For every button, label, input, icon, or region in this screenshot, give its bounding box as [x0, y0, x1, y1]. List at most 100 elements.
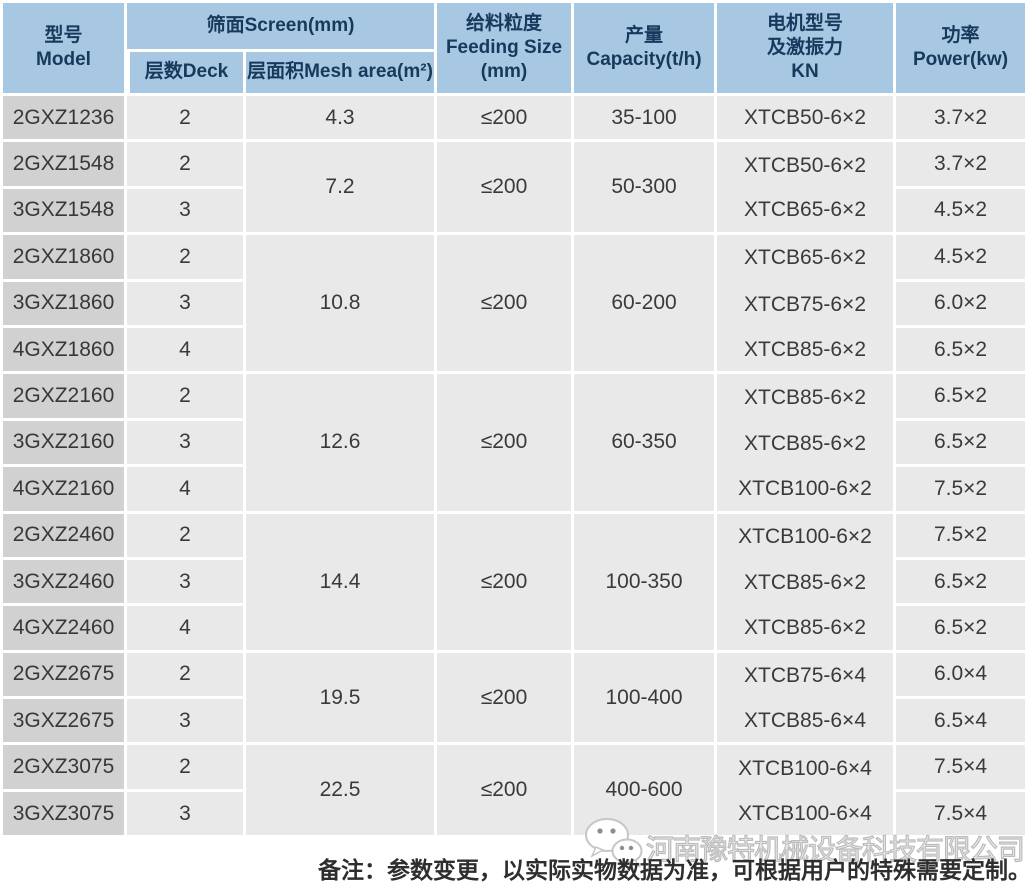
table-row: 2GXZ3075 2 22.5 ≤200 400-600 XTCB100-6×4 7.5×4 [0, 745, 1028, 839]
table-row: 2GXZ2460 2 14.4 ≤200 100-350 XTCB100-6×2 7.5×2 [0, 513, 1028, 653]
power-cell: 6.0×2 [896, 281, 1028, 328]
deck-cell: 3 [127, 559, 246, 607]
table-row: 3GXZ1548 3 XTCB65-6×2 4.5×2 [0, 188, 1028, 236]
motor-cell: XTCB85-6×2 [717, 559, 897, 607]
deck-cell: 3 [127, 699, 246, 746]
power-cell: 4.5×2 [896, 188, 1028, 236]
table-row: 2GXZ2675 2 19.5 ≤200 100-400 XTCB75-6×4 6.0×4 [0, 652, 1028, 746]
spec-table-header: 型号 Model 筛面Screen(mm) 给料粒度 Feeding Size … [0, 0, 1028, 96]
model-cell: 2GXZ2160 [0, 374, 127, 421]
mesh-area-cell: 7.2 [246, 142, 438, 236]
motor-cell: XTCB85-6×2 [717, 374, 897, 421]
deck-cell: 2 [127, 652, 246, 700]
power-cell: 3.7×2 [896, 142, 1028, 189]
table-row: 4GXZ2160 4 XTCB100-6×2 7.5×2 [0, 467, 1028, 514]
feeding-size-cell: ≤200 [437, 652, 575, 746]
model-cell: 4GXZ1860 [0, 327, 127, 375]
table-row: 3GXZ2160 3 XTCB85-6×2 6.5×2 [0, 420, 1028, 468]
deck-cell: 3 [127, 420, 246, 468]
mesh-area-cell: 12.6 [246, 374, 438, 514]
col-header-capacity: 产量 Capacity(t/h) [574, 0, 718, 96]
deck-cell: 3 [127, 188, 246, 236]
model-cell: 3GXZ3075 [0, 791, 127, 839]
power-cell: 7.5×2 [896, 513, 1028, 560]
motor-cell: XTCB75-6×4 [717, 652, 897, 700]
mesh-area-cell: 14.4 [246, 513, 438, 653]
motor-cell: XTCB100-6×4 [717, 745, 897, 792]
motor-cell: XTCB100-6×2 [717, 513, 897, 560]
power-cell: 6.5×2 [896, 559, 1028, 607]
power-cell: 7.5×4 [896, 791, 1028, 839]
model-cell: 2GXZ3075 [0, 745, 127, 792]
remark-note: 备注：参数变更，以实际实物数据为准，可根据用户的特殊需要定制。 [318, 857, 1028, 883]
feeding-size-cell: ≤200 [437, 142, 575, 236]
mesh-area-cell: 22.5 [246, 745, 438, 839]
table-row: 3GXZ2460 3 XTCB85-6×2 6.5×2 [0, 559, 1028, 607]
deck-cell: 2 [127, 235, 246, 282]
deck-cell: 2 [127, 513, 246, 560]
capacity-cell: 35-100 [574, 96, 718, 143]
table-row: 3GXZ2675 3 XTCB85-6×4 6.5×4 [0, 699, 1028, 746]
deck-cell: 3 [127, 791, 246, 839]
table-row: 2GXZ1236 2 4.3 ≤200 35-100 XTCB50-6×2 3.7×2 [0, 96, 1028, 143]
capacity-cell: 100-400 [574, 652, 718, 746]
col-header-mesh-area: 层面积Mesh area(m²) [246, 52, 438, 96]
deck-cell: 2 [127, 374, 246, 421]
capacity-cell: 60-350 [574, 374, 718, 514]
table-row: 4GXZ2460 4 XTCB85-6×2 6.5×2 [0, 606, 1028, 653]
power-cell: 6.5×2 [896, 606, 1028, 653]
model-cell: 3GXZ2460 [0, 559, 127, 607]
mesh-area-cell: 19.5 [246, 652, 438, 746]
power-cell: 6.5×2 [896, 374, 1028, 421]
mesh-area-cell: 4.3 [246, 96, 438, 143]
power-cell: 6.0×4 [896, 652, 1028, 700]
spec-table-body: 2GXZ1236 2 4.3 ≤200 35-100 XTCB50-6×2 3.7×2 2GX… [0, 96, 1028, 839]
power-cell: 7.5×4 [896, 745, 1028, 792]
capacity-cell: 100-350 [574, 513, 718, 653]
power-cell: 6.5×4 [896, 699, 1028, 746]
capacity-cell: 50-300 [574, 142, 718, 236]
model-cell: 3GXZ2675 [0, 699, 127, 746]
model-cell: 2GXZ1860 [0, 235, 127, 282]
deck-cell: 2 [127, 142, 246, 189]
table-row: 2GXZ1548 2 7.2 ≤200 50-300 XTCB50-6×2 3.7×2 [0, 142, 1028, 236]
power-cell: 6.5×2 [896, 420, 1028, 468]
motor-cell: XTCB75-6×2 [717, 281, 897, 328]
power-cell: 7.5×2 [896, 467, 1028, 514]
feeding-size-cell: ≤200 [437, 96, 575, 143]
motor-cell: XTCB65-6×2 [717, 188, 897, 236]
deck-cell: 2 [127, 96, 246, 143]
model-cell: 3GXZ2160 [0, 420, 127, 468]
col-header-feeding-size: 给料粒度 Feeding Size (mm) [437, 0, 575, 96]
motor-cell: XTCB85-6×2 [717, 606, 897, 653]
model-cell: 3GXZ1548 [0, 188, 127, 236]
model-cell: 2GXZ2460 [0, 513, 127, 560]
mesh-area-cell: 10.8 [246, 235, 438, 375]
motor-cell: XTCB100-6×4 [717, 791, 897, 839]
table-row: 3GXZ1860 3 XTCB75-6×2 6.0×2 [0, 281, 1028, 328]
col-header-screen: 筛面Screen(mm) [127, 0, 438, 52]
feeding-size-cell: ≤200 [437, 745, 575, 839]
motor-cell: XTCB85-6×2 [717, 327, 897, 375]
table-row: 4GXZ1860 4 XTCB85-6×2 6.5×2 [0, 327, 1028, 375]
feeding-size-cell: ≤200 [437, 513, 575, 653]
model-cell: 3GXZ1860 [0, 281, 127, 328]
col-header-motor: 电机型号 及激振力 KN [717, 0, 897, 96]
power-cell: 6.5×2 [896, 327, 1028, 375]
table-row: 2GXZ1860 2 10.8 ≤200 60-200 XTCB65-6×2 4.5×2 [0, 235, 1028, 375]
deck-cell: 4 [127, 327, 246, 375]
model-cell: 2GXZ1236 [0, 96, 127, 143]
power-cell: 3.7×2 [896, 96, 1028, 143]
deck-cell: 3 [127, 281, 246, 328]
capacity-cell: 400-600 [574, 745, 718, 839]
deck-cell: 4 [127, 467, 246, 514]
power-cell: 4.5×2 [896, 235, 1028, 282]
capacity-cell: 60-200 [574, 235, 718, 375]
feeding-size-cell: ≤200 [437, 374, 575, 514]
col-header-power: 功率 Power(kw) [896, 0, 1028, 96]
motor-cell: XTCB85-6×2 [717, 420, 897, 468]
col-header-deck: 层数Deck [127, 52, 246, 96]
motor-cell: XTCB50-6×2 [717, 96, 897, 143]
motor-cell: XTCB50-6×2 [717, 142, 897, 189]
